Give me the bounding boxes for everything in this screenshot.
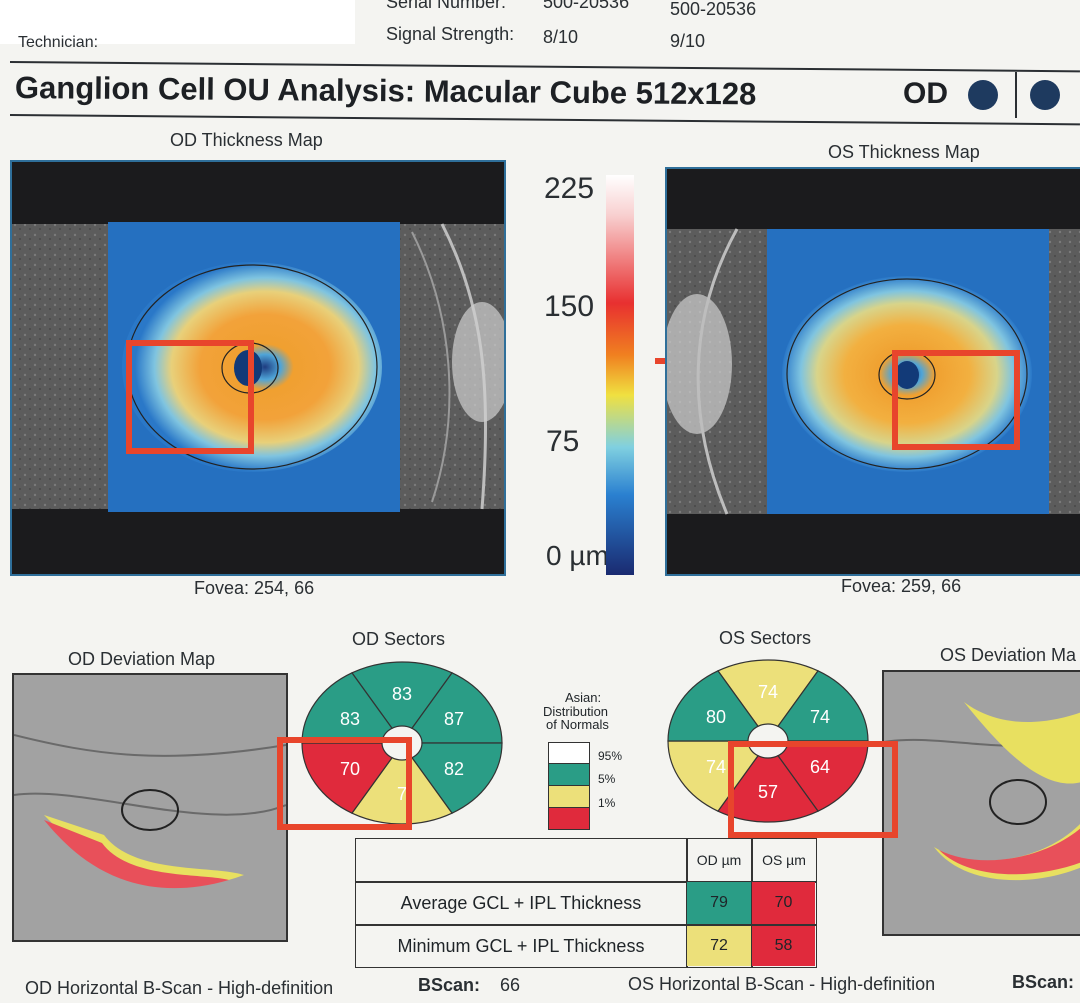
os-sector-value-5: 74 [706, 757, 726, 777]
od-bscan-title: OD Horizontal B-Scan - High-definition [25, 978, 334, 998]
os-thickness-map-image [662, 228, 1080, 515]
os-sector-5 [667, 740, 759, 812]
legend-line3: of Normals [546, 717, 609, 732]
od-map-title: OD Thickness Map [170, 130, 323, 150]
od-sector-5 [301, 742, 393, 814]
table-vline-1 [686, 839, 688, 967]
od-sectors-title: OD Sectors [352, 629, 446, 649]
od-sector-value-3: 82 [444, 759, 464, 779]
table-col-os: OS µm [762, 852, 806, 868]
od-thickness-map [10, 160, 512, 576]
od-sector-value-4: 7 [397, 784, 407, 804]
table-row2-od: 72 [687, 926, 751, 966]
normals-legend [548, 742, 590, 830]
table-row1-os: 70 [752, 882, 815, 924]
os-thickness-map [662, 167, 1080, 576]
os-sector-value-6: 80 [706, 707, 726, 727]
os-sector-1 [717, 659, 819, 728]
bscan-label-os: BScan: [1012, 972, 1075, 992]
table-row1-label: Average GCL + IPL Thickness [400, 892, 642, 913]
serial-label: Serial Number: [386, 0, 507, 12]
signal-label: Signal Strength: [386, 24, 515, 44]
scale-225: 225 [544, 172, 595, 205]
od-deviation-map-image [13, 675, 287, 940]
os-sector-6 [667, 670, 759, 742]
scale-150: 150 [544, 290, 595, 323]
legend-line2: Distribution [543, 704, 609, 719]
os-sector-3 [777, 740, 869, 812]
od-sectors-chart: 83 87 82 7 70 83 [301, 661, 503, 825]
legend-yellow-swatch [549, 786, 589, 808]
os-sector-value-3: 64 [810, 757, 830, 777]
scale-75: 75 [546, 425, 580, 458]
page-title: Ganglion Cell OU Analysis: Macular Cube … [14, 70, 757, 112]
os-map-highlight [892, 350, 1020, 450]
os-deviation-map-image [883, 672, 1080, 934]
od-sector-3 [411, 742, 503, 814]
legend-5: 5% [598, 772, 616, 786]
os-deviation-map [882, 670, 1080, 936]
od-sector-1 [351, 661, 453, 730]
bscan-value: 66 [500, 975, 521, 995]
eye-label: OD [903, 77, 948, 110]
legend-green-swatch [549, 764, 589, 786]
od-fovea: Fovea: 254, 66 [194, 578, 315, 598]
od-deviation-map [12, 673, 288, 942]
table-col-od: OD µm [696, 852, 742, 868]
os-sector-2 [777, 670, 869, 742]
od-map-highlight [126, 340, 254, 454]
legend-red-swatch [549, 808, 589, 829]
os-sector-value-1: 74 [758, 682, 778, 702]
os-sector-value-2: 74 [810, 707, 830, 727]
od-sector-value-2: 87 [444, 709, 464, 729]
legend-95: 95% [598, 749, 623, 763]
os-sector-highlight [728, 741, 898, 838]
os-sectors-title: OS Sectors [719, 628, 812, 648]
color-scale-bar [606, 175, 634, 575]
os-sector-value-4: 57 [758, 782, 778, 802]
legend-line1: Asian: [565, 690, 602, 705]
os-sectors-chart: 74 74 64 57 74 80 [667, 659, 869, 823]
od-eye-dot-icon [968, 80, 998, 110]
od-sector-6 [301, 672, 393, 744]
table-row2-label: Minimum GCL + IPL Thickness [397, 935, 645, 956]
od-sector-2 [411, 672, 503, 744]
bscan-label: BScan: [418, 975, 481, 995]
od-dev-title: OD Deviation Map [68, 649, 216, 669]
serial-os: 500-20536 [670, 0, 757, 19]
table-row2-os: 58 [752, 926, 815, 966]
title-bottom-rule [9, 114, 1080, 126]
technician-label: Technician: [18, 34, 99, 51]
os-dev-title: OS Deviation Ma [940, 645, 1077, 665]
os-bscan-title: OS Horizontal B-Scan - High-definition [628, 974, 936, 994]
scale-marker [655, 358, 667, 364]
signal-os: 9/10 [670, 31, 706, 51]
table-divider-1 [356, 881, 816, 883]
header-white-panel: Technician: [0, 0, 355, 51]
od-sector-4 [351, 756, 453, 825]
legend-white-swatch [549, 743, 589, 764]
table-row1-od: 79 [687, 882, 751, 924]
scale-0: 0 µm [546, 540, 609, 571]
od-sector-highlight [277, 737, 412, 830]
od-sector-value-1: 83 [392, 684, 412, 704]
serial-od: 500-20536 [543, 0, 630, 12]
os-map-title: OS Thickness Map [828, 142, 980, 162]
os-fovea: Fovea: 259, 66 [841, 576, 962, 596]
os-eye-dot-icon [1030, 80, 1060, 110]
signal-od: 8/10 [543, 27, 579, 47]
od-thickness-map-image [12, 222, 512, 512]
table-vline-2 [751, 839, 753, 967]
divider [1015, 72, 1017, 118]
od-sector-value-6: 83 [340, 709, 360, 729]
legend-1: 1% [598, 796, 616, 810]
thickness-table: OD µm OS µm Average GCL + IPL Thickness … [355, 838, 817, 968]
table-divider-2 [356, 924, 816, 926]
od-sector-value-5: 70 [340, 759, 360, 779]
